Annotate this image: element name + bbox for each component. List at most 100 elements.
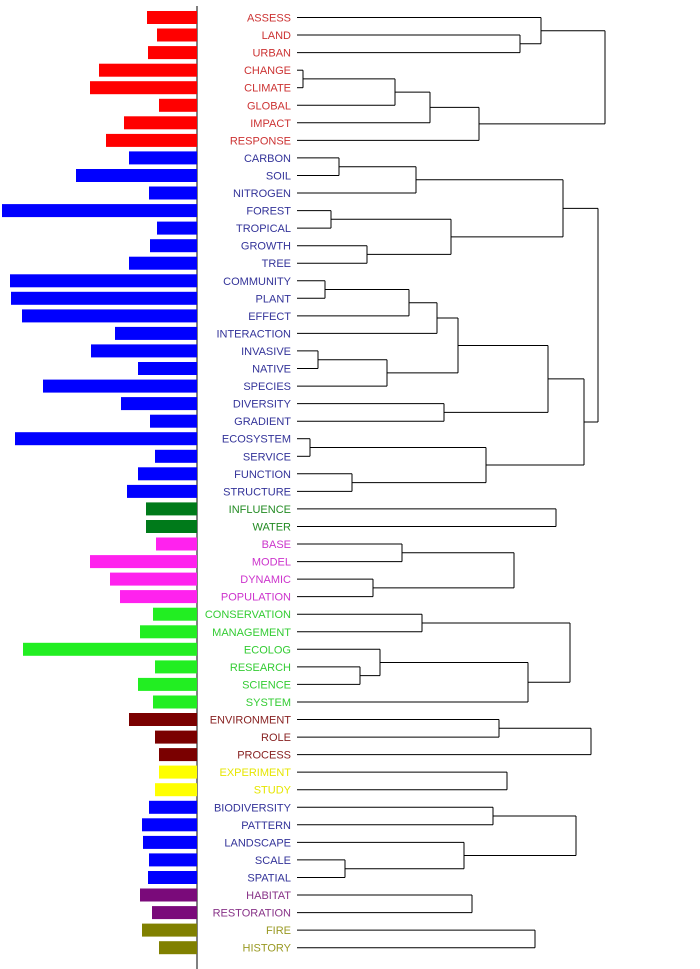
term-label-response: RESPONSE: [230, 135, 291, 147]
term-label-model: MODEL: [252, 557, 291, 569]
term-label-spatial: SPATIAL: [247, 873, 291, 885]
dendrogram-tree: [297, 17, 606, 949]
term-label-conservation: CONSERVATION: [205, 609, 291, 621]
bar-science: [138, 677, 197, 691]
term-label-water: WATER: [253, 522, 292, 534]
bar-urban: [148, 46, 197, 60]
term-label-growth: GROWTH: [241, 241, 291, 253]
bar-nitrogen: [149, 186, 197, 200]
bar-experiment: [159, 765, 197, 779]
bar-species: [43, 379, 197, 393]
bar-invasive: [91, 344, 197, 358]
bar-habitat: [140, 888, 197, 902]
bar-model: [90, 555, 197, 569]
bar-impact: [124, 116, 197, 130]
term-label-base: BASE: [262, 539, 291, 551]
term-label-assess: ASSESS: [247, 13, 291, 25]
bar-assess: [147, 11, 197, 24]
term-label-land: LAND: [262, 30, 291, 42]
bar-land: [157, 28, 197, 42]
term-label-structure: STRUCTURE: [223, 486, 291, 498]
bar-population: [120, 590, 197, 604]
bar-role: [155, 730, 197, 744]
bar-soil: [76, 169, 197, 182]
bar-forest: [2, 204, 197, 218]
bar-ecosystem: [15, 432, 197, 446]
term-label-native: NATIVE: [252, 364, 291, 376]
term-label-change: CHANGE: [244, 65, 291, 77]
bar-diversity: [121, 397, 197, 411]
term-label-diversity: DIVERSITY: [233, 399, 292, 411]
bar-restoration: [152, 906, 197, 920]
term-label-biodiversity: BIODIVERSITY: [214, 802, 292, 814]
bar-plant: [11, 291, 197, 305]
bar-pattern: [142, 818, 197, 832]
bar-fire: [142, 923, 197, 937]
term-label-management: MANAGEMENT: [212, 627, 291, 639]
bar-conservation: [153, 607, 197, 621]
term-label-species: SPECIES: [243, 381, 291, 393]
bar-function: [138, 467, 197, 481]
term-label-environment: ENVIRONMENT: [210, 715, 292, 727]
bar-base: [156, 537, 197, 551]
term-label-urban: URBAN: [252, 48, 291, 60]
bar-group: [2, 11, 197, 955]
term-label-landscape: LANDSCAPE: [224, 837, 291, 849]
bar-study: [155, 783, 197, 797]
bar-influence: [146, 502, 197, 516]
term-label-tree: TREE: [262, 258, 291, 270]
bar-tree: [129, 256, 197, 270]
bar-native: [138, 362, 197, 375]
term-label-invasive: INVASIVE: [241, 346, 291, 358]
term-label-fire: FIRE: [266, 925, 291, 937]
term-label-influence: INFLUENCE: [229, 504, 291, 516]
term-label-impact: IMPACT: [250, 118, 291, 130]
term-label-habitat: HABITAT: [246, 890, 291, 902]
bar-landscape: [143, 835, 197, 849]
term-label-tropical: TROPICAL: [236, 223, 291, 235]
term-label-pattern: PATTERN: [241, 820, 291, 832]
term-label-ecolog: ECOLOG: [244, 644, 291, 656]
bar-global: [159, 98, 197, 112]
bar-scale: [149, 853, 197, 867]
term-label-nitrogen: NITROGEN: [233, 188, 291, 200]
term-label-dynamic: DYNAMIC: [240, 574, 291, 586]
bar-biodiversity: [149, 800, 197, 814]
bar-community: [10, 274, 197, 288]
bar-response: [106, 133, 197, 147]
term-label-gradient: GRADIENT: [234, 416, 291, 428]
term-label-function: FUNCTION: [234, 469, 291, 481]
bar-structure: [127, 484, 197, 498]
bar-management: [140, 625, 197, 639]
bar-water: [146, 520, 197, 533]
term-label-forest: FOREST: [246, 206, 291, 218]
bar-dynamic: [110, 572, 197, 586]
term-label-study: STUDY: [254, 785, 292, 797]
term-label-climate: CLIMATE: [244, 83, 291, 95]
bar-history: [159, 941, 197, 955]
term-label-role: ROLE: [261, 732, 291, 744]
bar-tropical: [157, 221, 197, 235]
bar-interaction: [115, 326, 197, 340]
term-label-plant: PLANT: [256, 293, 292, 305]
term-label-ecosystem: ECOSYSTEM: [222, 434, 291, 446]
term-label-effect: EFFECT: [248, 311, 291, 323]
term-label-experiment: EXPERIMENT: [219, 767, 291, 779]
term-label-soil: SOIL: [266, 171, 291, 183]
bar-effect: [22, 309, 197, 323]
bar-spatial: [148, 871, 197, 884]
bar-research: [155, 660, 197, 674]
term-label-restoration: RESTORATION: [213, 908, 291, 920]
label-group: ASSESS LAND URBAN CHANGE CLIMATE GLOBAL IMPACT…: [205, 13, 292, 955]
term-label-scale: SCALE: [255, 855, 291, 867]
term-label-research: RESEARCH: [230, 662, 291, 674]
bar-climate: [90, 81, 197, 95]
bar-change: [99, 63, 197, 77]
bar-environment: [129, 713, 197, 726]
term-label-process: PROCESS: [237, 750, 291, 762]
term-label-global: GLOBAL: [247, 100, 291, 112]
bar-gradient: [150, 414, 197, 428]
bar-service: [155, 449, 197, 463]
term-label-service: SERVICE: [243, 451, 291, 463]
